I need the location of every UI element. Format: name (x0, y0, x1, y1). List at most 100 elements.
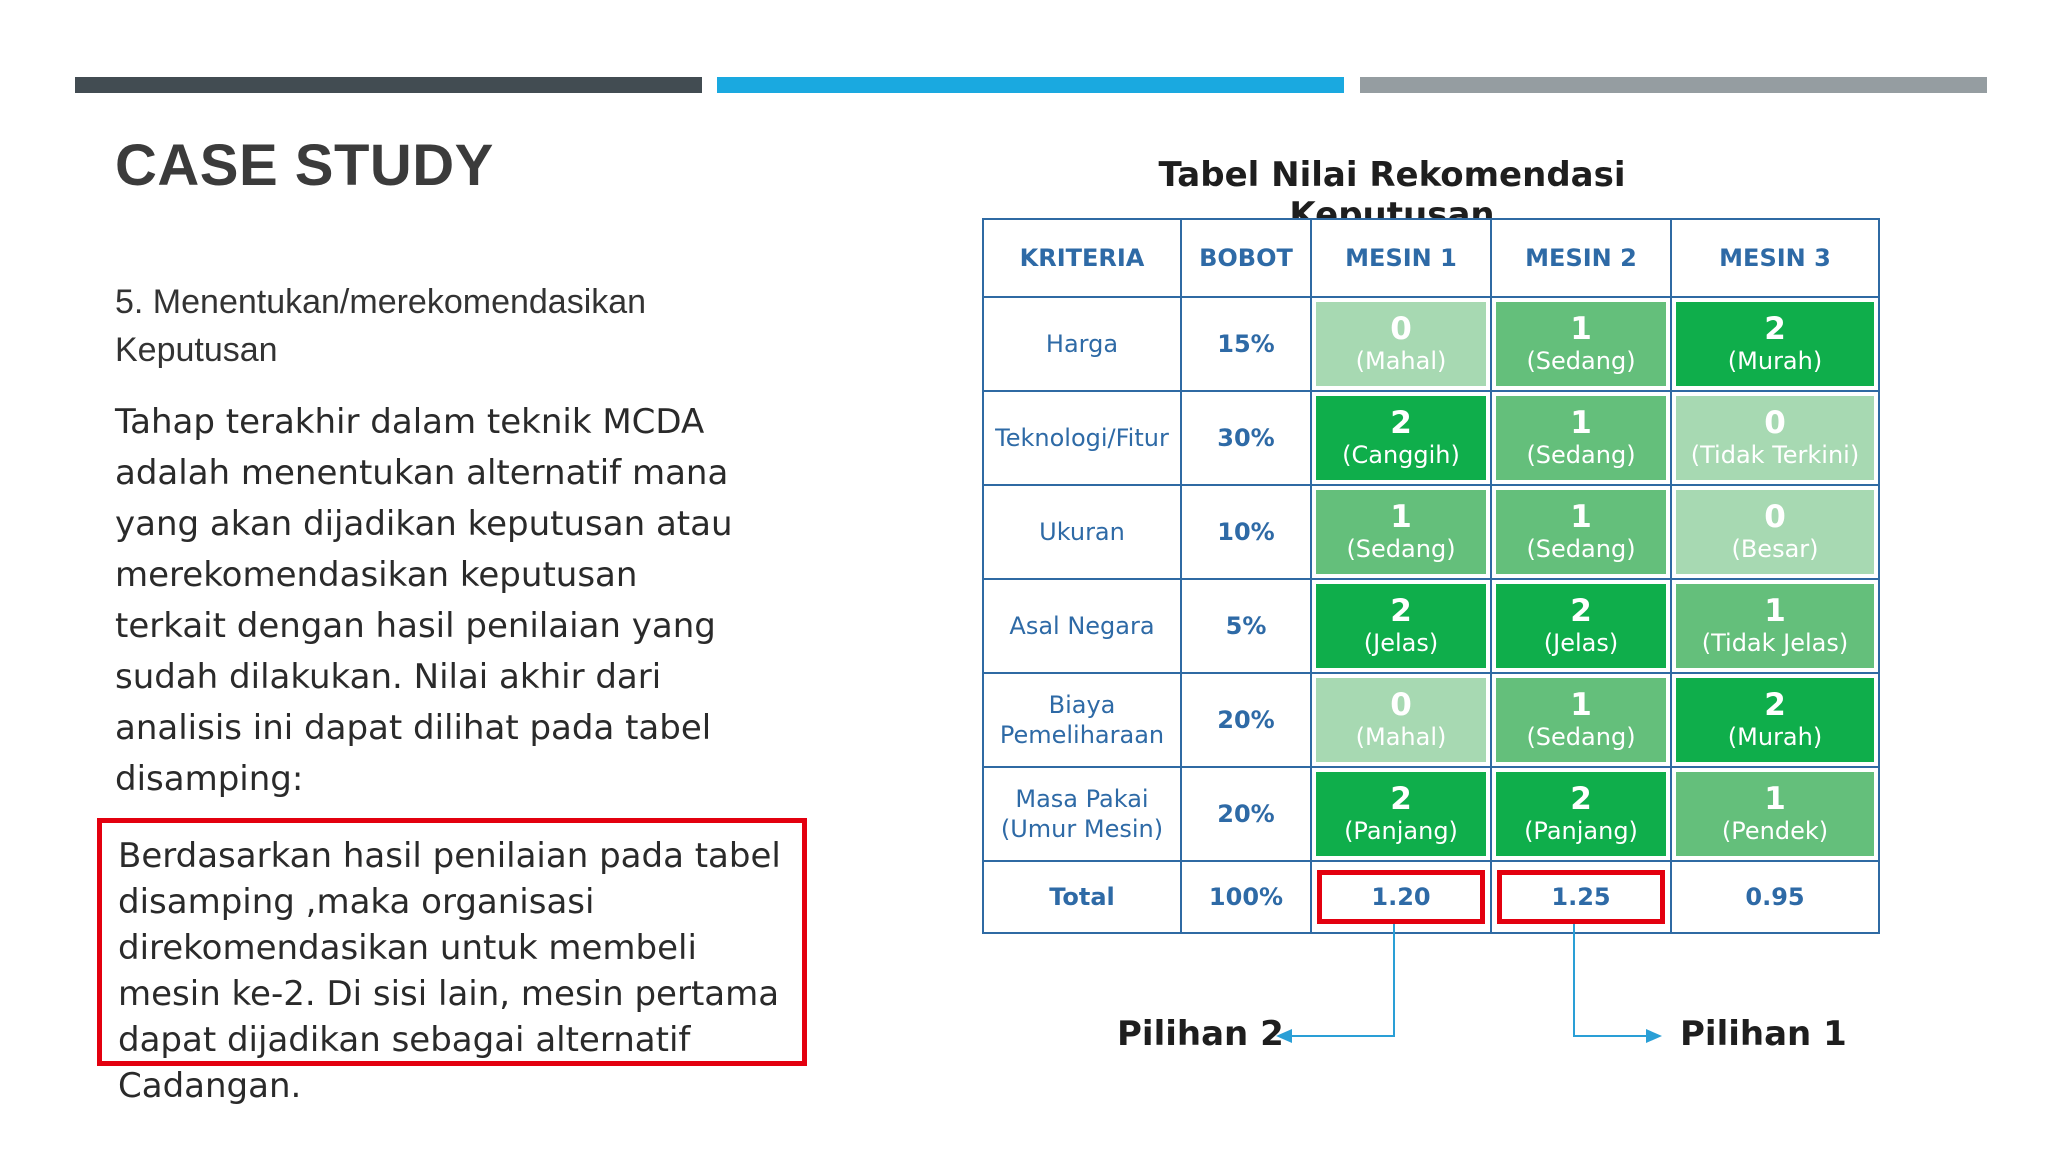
slide-title: CASE STUDY (115, 133, 494, 198)
weight-cell: 15% (1180, 296, 1312, 392)
score-cell: 1 (Pendek) (1670, 766, 1880, 862)
score-value: 1 (1570, 405, 1592, 441)
total-mesin-1: 1.20 (1310, 860, 1492, 934)
callout-pilihan-2: Pilihan 2 (1117, 1014, 1284, 1054)
score-cell: 1 (Sedang) (1490, 390, 1672, 486)
score-label: (Sedang) (1526, 723, 1636, 751)
score-badge: 0 (Mahal) (1316, 678, 1486, 762)
score-badge: 0 (Besar) (1676, 490, 1874, 574)
score-badge: 0 (Tidak Terkini) (1676, 396, 1874, 480)
header-mesin-1: MESIN 1 (1310, 218, 1492, 298)
criteria-cell: Harga (982, 296, 1182, 392)
table-row-biaya: Biaya Pemeliharaan 20% 0 (Mahal) 1 (Sedang)… (982, 672, 1880, 768)
score-label: (Murah) (1727, 723, 1823, 751)
score-badge: 2 (Panjang) (1496, 772, 1666, 856)
score-cell: 0 (Tidak Terkini) (1670, 390, 1880, 486)
score-badge: 1 (Sedang) (1496, 678, 1666, 762)
score-value: 0 (1764, 499, 1786, 535)
criteria-line: Pemeliharaan (999, 721, 1165, 749)
total-weight: 100% (1180, 860, 1312, 934)
score-value: 1 (1764, 593, 1786, 629)
score-cell: 2 (Panjang) (1490, 766, 1672, 862)
header-bobot: BOBOT (1180, 218, 1312, 298)
criteria-cell: Asal Negara (982, 578, 1182, 674)
score-cell: 1 (Sedang) (1490, 484, 1672, 580)
score-label: (Panjang) (1344, 817, 1458, 845)
score-value: 2 (1764, 687, 1786, 723)
score-badge: 2 (Jelas) (1316, 584, 1486, 668)
score-label: (Mahal) (1355, 723, 1447, 751)
score-cell: 1 (Sedang) (1490, 672, 1672, 768)
score-label: (Pendek) (1721, 817, 1829, 845)
criteria-cell: Ukuran (982, 484, 1182, 580)
score-label: (Sedang) (1346, 535, 1456, 563)
accent-bar-dark (75, 77, 702, 93)
score-badge: 2 (Panjang) (1316, 772, 1486, 856)
score-value: 0 (1390, 311, 1412, 347)
score-label: (Jelas) (1543, 629, 1619, 657)
score-badge: 2 (Jelas) (1496, 584, 1666, 668)
header-mesin-2: MESIN 2 (1490, 218, 1672, 298)
weight-cell: 20% (1180, 672, 1312, 768)
weight-cell: 30% (1180, 390, 1312, 486)
accent-bar-gray (1360, 77, 1987, 93)
score-badge: 1 (Sedang) (1496, 490, 1666, 574)
score-value: 2 (1570, 593, 1592, 629)
body-paragraph: Tahap terakhir dalam teknik MCDA adalah … (115, 402, 733, 799)
highlight-frame (1497, 870, 1665, 924)
score-value: 1 (1570, 499, 1592, 535)
score-cell: 0 (Besar) (1670, 484, 1880, 580)
score-cell: 2 (Panjang) (1310, 766, 1492, 862)
score-cell: 2 (Murah) (1670, 296, 1880, 392)
score-value: 2 (1390, 405, 1412, 441)
accent-bar-blue (717, 77, 1344, 93)
score-value: 2 (1390, 593, 1412, 629)
total-label: Total (982, 860, 1182, 934)
score-badge: 1 (Tidak Jelas) (1676, 584, 1874, 668)
score-cell: 2 (Jelas) (1310, 578, 1492, 674)
score-label: (Sedang) (1526, 535, 1636, 563)
score-badge: 2 (Murah) (1676, 302, 1874, 386)
score-value: 2 (1390, 781, 1412, 817)
table-row-asal-negara: Asal Negara 5% 2 (Jelas) 2 (Jelas) 1 (Tidak… (982, 578, 1880, 674)
score-value: 0 (1390, 687, 1412, 723)
conclusion-text: Berdasarkan hasil penilaian pada tabel d… (118, 836, 781, 1106)
score-badge: 1 (Sedang) (1496, 396, 1666, 480)
score-badge: 1 (Pendek) (1676, 772, 1874, 856)
score-badge: 2 (Murah) (1676, 678, 1874, 762)
total-mesin-2: 1.25 (1490, 860, 1672, 934)
criteria-cell: Biaya Pemeliharaan (982, 672, 1182, 768)
score-label: (Murah) (1727, 347, 1823, 375)
total-value: 1.20 (1371, 883, 1431, 911)
criteria-line: (Umur Mesin) (1000, 815, 1164, 843)
score-badge: 1 (Sedang) (1496, 302, 1666, 386)
callout-pilihan-1: Pilihan 1 (1680, 1014, 1847, 1054)
score-cell: 1 (Sedang) (1490, 296, 1672, 392)
criteria-cell: Masa Pakai (Umur Mesin) (982, 766, 1182, 862)
score-cell: 2 (Murah) (1670, 672, 1880, 768)
score-cell: 0 (Mahal) (1310, 296, 1492, 392)
header-mesin-3: MESIN 3 (1670, 218, 1880, 298)
highlight-frame (1317, 870, 1485, 924)
score-value: 1 (1764, 781, 1786, 817)
score-cell: 1 (Sedang) (1310, 484, 1492, 580)
table-row-teknologi: Teknologi/Fitur 30% 2 (Canggih) 1 (Sedang)… (982, 390, 1880, 486)
score-label: (Panjang) (1524, 817, 1638, 845)
criteria-line: Masa Pakai (1015, 785, 1149, 813)
weight-cell: 5% (1180, 578, 1312, 674)
conclusion-box: Berdasarkan hasil penilaian pada tabel d… (97, 818, 807, 1106)
table-header-row: KRITERIA BOBOT MESIN 1 MESIN 2 MESIN 3 (982, 218, 1880, 298)
score-badge: 2 (Canggih) (1316, 396, 1486, 480)
score-badge: 1 (Sedang) (1316, 490, 1486, 574)
score-cell: 2 (Canggih) (1310, 390, 1492, 486)
score-badge: 0 (Mahal) (1316, 302, 1486, 386)
step-subtitle: 5. Menentukan/merekomendasikan Keputusan (115, 283, 647, 369)
weight-cell: 10% (1180, 484, 1312, 580)
score-value: 1 (1390, 499, 1412, 535)
table-row-total: Total 100% 1.20 1.25 0.95 (982, 860, 1880, 934)
score-label: (Sedang) (1526, 347, 1636, 375)
criteria-line: Biaya (1048, 691, 1116, 719)
score-label: (Besar) (1731, 535, 1819, 563)
score-label: (Tidak Jelas) (1701, 629, 1849, 657)
score-value: 2 (1764, 311, 1786, 347)
